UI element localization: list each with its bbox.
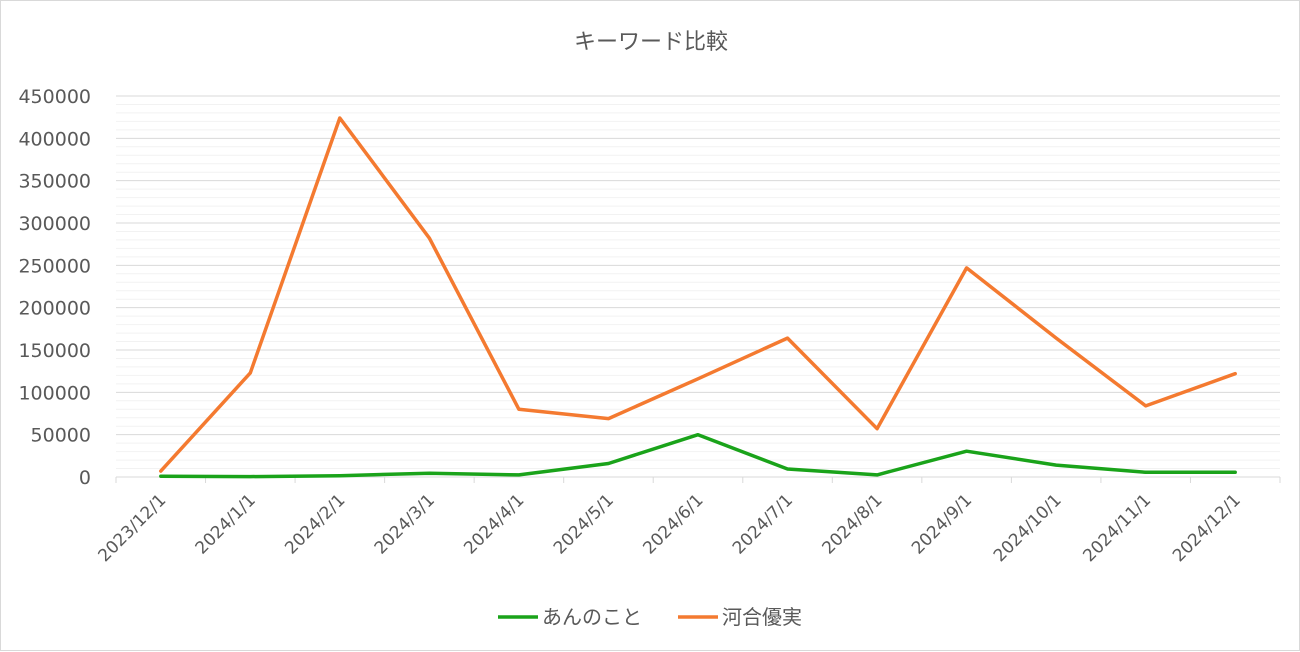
x-tick-label: 2024/2/1 [281, 490, 349, 558]
chart-title: キーワード比較 [574, 30, 728, 55]
x-tick-label: 2024/10/1 [990, 490, 1066, 566]
series-line [159, 432, 1237, 479]
series-line [159, 116, 1237, 473]
y-tick-label: 150000 [18, 340, 91, 362]
series-lines [159, 116, 1237, 479]
y-tick-label: 200000 [18, 298, 91, 320]
x-tick-label: 2024/7/1 [729, 490, 797, 558]
x-tick-label: 2024/4/1 [460, 490, 528, 558]
y-tick-label: 100000 [18, 382, 91, 404]
legend-label: あんのこと [542, 605, 642, 629]
y-tick-label: 400000 [18, 128, 91, 150]
y-tick-label: 250000 [18, 255, 91, 277]
gridlines [116, 95, 1280, 470]
x-tick-label: 2024/9/1 [908, 490, 976, 558]
x-tick-label: 2024/8/1 [818, 490, 886, 558]
x-tick-label: 2024/5/1 [550, 490, 618, 558]
x-tick-label: 2023/12/1 [95, 490, 171, 566]
x-tick-label: 2024/1/1 [192, 490, 260, 558]
legend-label: 河合優実 [722, 605, 802, 629]
y-tick-label: 0 [79, 467, 91, 489]
y-tick-label: 350000 [18, 171, 91, 193]
x-tick-label: 2024/12/1 [1169, 490, 1245, 566]
x-tick-label: 2024/11/1 [1079, 490, 1155, 566]
y-tick-label: 300000 [18, 213, 91, 235]
y-axis: 0 50000 100000 150000 200000 250000 300000 3500… [18, 86, 91, 489]
legend: あんのこと 河合優実 [498, 605, 802, 629]
y-tick-label: 450000 [18, 86, 91, 108]
x-tick-label: 2024/3/1 [371, 490, 439, 558]
x-axis: 2023/12/1 2024/1/1 2024/2/1 2024/3/1 2024/4/… [95, 476, 1281, 566]
x-tick-label: 2024/6/1 [639, 490, 707, 558]
y-tick-label: 50000 [31, 425, 91, 447]
